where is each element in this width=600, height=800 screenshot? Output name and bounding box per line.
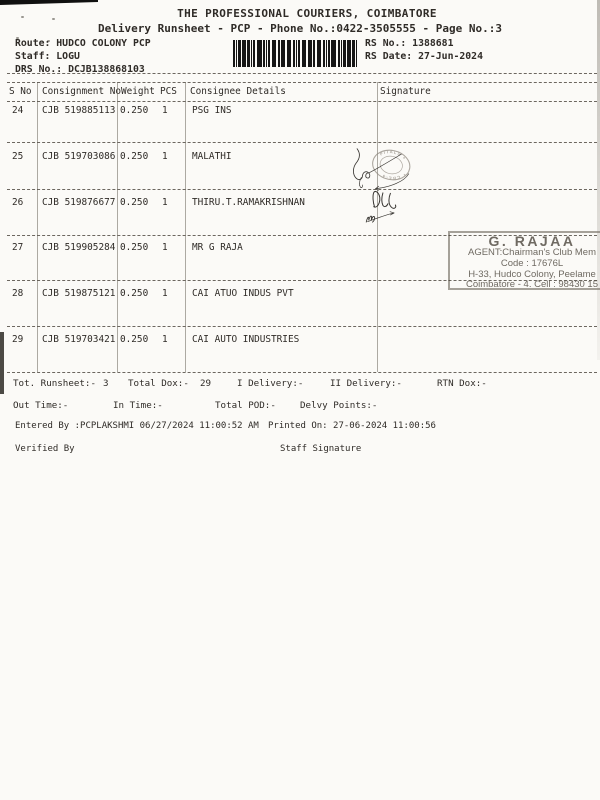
barcode bbox=[233, 40, 357, 67]
scan-speck bbox=[47, 40, 50, 42]
entered-by-field: Entered By :PCPLAKSHMI 06/27/2024 11:00:… bbox=[15, 421, 259, 431]
row-consignee: MALATHI bbox=[192, 151, 232, 162]
row-weight: 0.250 bbox=[120, 288, 149, 299]
handwritten-signature bbox=[353, 148, 410, 223]
row-consignee: THIRU.T.RAMAKRISHNAN bbox=[192, 197, 305, 208]
row-sno: 24 bbox=[12, 105, 24, 116]
row-pcs: 1 bbox=[162, 105, 168, 116]
agent-stamp-line4: Coimbatore - 4. Cell : 98430 15 bbox=[465, 279, 599, 291]
column-divider bbox=[117, 82, 118, 372]
column-divider bbox=[37, 82, 38, 372]
row-consignment: CJB 519885113 bbox=[42, 105, 116, 116]
row-consignment: CJB 519703086 bbox=[42, 151, 116, 162]
rs-date-field: RS Date: 27-Jun-2024 bbox=[365, 51, 483, 62]
rtn-dox-label: RTN Dox:- bbox=[437, 378, 487, 389]
row-weight: 0.250 bbox=[120, 334, 149, 345]
total-dox-value: 29 bbox=[200, 378, 212, 389]
row-divider bbox=[7, 326, 597, 327]
scan-speck bbox=[52, 18, 55, 20]
page-title: THE PROFESSIONAL COURIERS, COIMBATORE bbox=[177, 7, 437, 20]
row-consignment: CJB 519703421 bbox=[42, 334, 116, 345]
column-divider bbox=[377, 82, 378, 372]
rs-no-field: RS No.: 1388681 bbox=[365, 38, 454, 49]
agent-stamp-line2: Code : 17676L bbox=[500, 257, 564, 269]
row-consignment: CJB 519905284 bbox=[42, 242, 116, 253]
row-consignment: CJB 519875121 bbox=[42, 288, 116, 299]
row-divider bbox=[7, 235, 597, 236]
row-sno: 27 bbox=[12, 242, 24, 253]
row-pcs: 1 bbox=[162, 242, 168, 253]
total-pod-label: Total POD:- bbox=[215, 400, 276, 411]
row-weight: 0.250 bbox=[120, 151, 149, 162]
verified-by-label: Verified By bbox=[15, 444, 75, 454]
tot-runsheet-value: 3 bbox=[103, 378, 109, 389]
agent-rubber-stamp: G. RAJAA AGENT:Chairman's Club Mem Code … bbox=[448, 231, 600, 290]
agent-stamp-line1: AGENT:Chairman's Club Mem bbox=[468, 247, 596, 258]
staff-field: Staff: LOGU bbox=[15, 51, 80, 62]
row-consignee: MR G RAJA bbox=[192, 242, 243, 253]
row-pcs: 1 bbox=[162, 334, 168, 345]
scan-artifact-right-edge bbox=[597, 0, 600, 360]
header-consignee: Consignee Details bbox=[190, 86, 286, 97]
row-pcs: 1 bbox=[162, 151, 168, 162]
header-pcs: PCS bbox=[160, 86, 177, 97]
column-divider bbox=[185, 82, 186, 372]
row-weight: 0.250 bbox=[120, 197, 149, 208]
row-divider bbox=[7, 142, 597, 143]
tot-runsheet-label: Tot. Runsheet:- bbox=[13, 378, 96, 389]
round-stamp-bottom-text: * CBE-4 bbox=[381, 168, 407, 184]
total-dox-label: Total Dox:- bbox=[128, 378, 189, 389]
row-divider bbox=[7, 189, 597, 190]
row-divider bbox=[7, 280, 597, 281]
svg-text:* CBE-4: * CBE-4 bbox=[381, 168, 407, 184]
row-consignee: CAI ATUO INDUS PVT bbox=[192, 288, 294, 299]
scan-speck bbox=[16, 37, 19, 39]
row-consignee: PSG INS bbox=[192, 105, 232, 116]
row-pcs: 1 bbox=[162, 288, 168, 299]
round-stamp-top-text: PITALS + bbox=[378, 147, 409, 162]
row-weight: 0.250 bbox=[120, 242, 149, 253]
ii-delivery-label: II Delivery:- bbox=[330, 378, 402, 389]
agent-stamp-line3: H-33, Hudco Colony, Peelame bbox=[468, 268, 596, 280]
header-weight: Weight bbox=[121, 86, 155, 97]
header-sno: S No bbox=[9, 86, 32, 97]
row-sno: 25 bbox=[12, 151, 24, 162]
svg-text:PITALS +: PITALS + bbox=[378, 147, 409, 162]
table-bottom-border bbox=[7, 372, 597, 373]
header-consignment: Consignment No bbox=[42, 86, 122, 97]
row-consignee: CAI AUTO INDUSTRIES bbox=[192, 334, 300, 345]
row-sno: 26 bbox=[12, 197, 24, 208]
agent-stamp-name: G. RAJAA bbox=[488, 233, 576, 249]
delvy-points-label: Delvy Points:- bbox=[300, 400, 378, 411]
in-time-label: In Time:- bbox=[113, 400, 163, 411]
table-top-border bbox=[7, 82, 597, 83]
drs-no-field: DRS No.: DCJB138868103 bbox=[15, 64, 145, 75]
staff-signature-label: Staff Signature bbox=[280, 444, 362, 454]
out-time-label: Out Time:- bbox=[13, 400, 69, 411]
row-sno: 29 bbox=[12, 334, 24, 345]
row-weight: 0.250 bbox=[120, 105, 149, 116]
page-subtitle: Delivery Runsheet - PCP - Phone No.:0422… bbox=[98, 22, 502, 35]
printed-on-field: Printed On: 27-06-2024 11:00:56 bbox=[268, 421, 436, 431]
header-signature: Signature bbox=[380, 86, 431, 97]
row-pcs: 1 bbox=[162, 197, 168, 208]
row-consignment: CJB 519876677 bbox=[42, 197, 116, 208]
route-field: Route: HUDCO COLONY PCP bbox=[15, 38, 151, 49]
row-sno: 28 bbox=[12, 288, 24, 299]
scan-artifact-left bbox=[0, 332, 4, 394]
divider bbox=[7, 73, 597, 74]
scan-artifact-top bbox=[0, 0, 98, 5]
table-header-border bbox=[7, 101, 597, 102]
i-delivery-label: I Delivery:- bbox=[237, 378, 304, 389]
scan-speck bbox=[21, 16, 24, 18]
